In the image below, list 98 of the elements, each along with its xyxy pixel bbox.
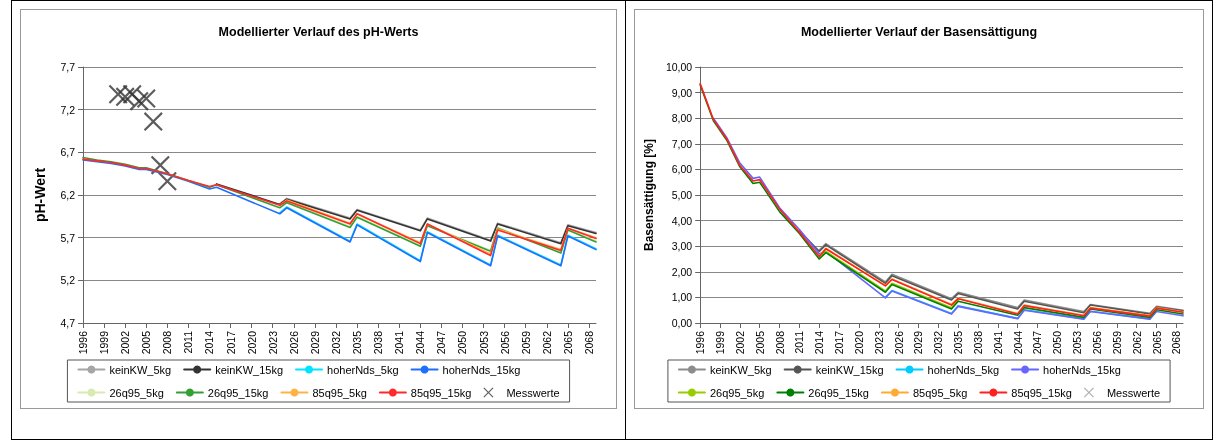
x-tick-label: 2014 [203,330,216,355]
x-tick-label: 2041 [393,330,406,355]
chart-title: Modellierter Verlauf der Basensättigung [800,24,1038,39]
y-tick-label: 2,00 [671,265,693,278]
x-tick-label: 2062 [1130,330,1143,355]
legend-label: keinKW_15kg [215,363,284,376]
x-tick-label: 2026 [892,330,905,355]
x-tick-label: 2059 [1110,330,1123,355]
x-tick-label: 2038 [372,330,385,355]
x-tick-label: 2002 [733,330,746,355]
x-tick-label: 1999 [714,330,727,355]
legend-label: 26q95_15kg [207,386,269,399]
y-tick-label: 5,00 [671,189,693,201]
line-series [712,117,1184,320]
line-series [278,197,597,244]
line-series [818,250,959,309]
x-tick-label: 2029 [308,330,321,355]
legend-label: 26q95_5kg [709,386,765,399]
legend-label: hoherNds_5kg [927,363,1000,376]
x-tick-label: 1996 [694,330,707,355]
y-tick-label: 1,00 [671,291,693,304]
x-tick-label: 2038 [971,330,984,355]
x-tick-label: 2017 [833,330,846,355]
chart-title: Modellierter Verlauf des pH-Werts [218,24,419,39]
x-tick-label: 2008 [773,330,786,355]
line-series [215,183,597,245]
y-tick-label: 5,2 [60,274,76,287]
x-tick-label: 2026 [287,330,300,355]
x-tick-label: 2029 [912,330,925,355]
x-tick-label: 2050 [1051,330,1064,355]
x-tick-label: 2068 [1170,330,1183,355]
x-tick-label: 2053 [1071,330,1084,355]
x-tick-label: 2035 [952,330,965,355]
legend-label: 26q95_15kg [808,386,869,399]
x-tick-label: 2032 [932,330,945,355]
y-tick-label: 8,00 [671,112,693,125]
legend-label: Messwerte [1106,386,1161,399]
legend-label: keinKW_5kg [709,363,772,376]
x-tick-label: 2035 [351,330,364,355]
y-tick-label: 7,00 [671,137,693,150]
legend-label: hoherNds_15kg [1043,363,1121,376]
x-tick-label: 2065 [1150,330,1163,355]
x-tick-label: 2044 [414,330,427,355]
x-tick-label: 2059 [519,330,532,355]
y-tick-label: 4,7 [60,317,76,329]
x-tick-label: 2005 [753,330,766,355]
x-tick-label: 2050 [456,330,469,355]
x-tick-label: 1999 [98,330,111,355]
point [143,112,163,132]
y-tick-label: 6,2 [60,189,76,201]
y-tick-label: 9,00 [671,86,693,99]
x-tick-label: 2056 [1091,330,1104,355]
x-tick-label: 2041 [991,330,1004,355]
x-tick-label: 2062 [540,330,553,355]
legend-label: hoherNds_15kg [442,363,521,376]
x-tick-label: 2011 [793,330,806,354]
y-tick-label: 3,00 [671,240,693,253]
x-tick-label: 2002 [119,330,132,355]
x-tick-label: 2005 [140,330,153,355]
x-tick-label: 1996 [77,330,89,355]
line-series [278,206,597,266]
point [157,171,177,191]
legend-label: 85q95_15kg [410,386,472,399]
y-tick-label: 7,7 [60,61,76,73]
x-tick-label: 2053 [477,330,490,355]
legend-label: hoherNds_5kg [327,363,399,376]
y-tick-label: 6,00 [671,163,693,176]
y-tick-label: 6,7 [60,146,76,159]
y-axis-title: pH-Wert [32,167,48,223]
legend-label: 85q95_5kg [312,386,367,399]
legend-label: Messwerte [506,386,560,399]
x-tick-label: 2044 [1011,330,1024,355]
y-tick-label: 5,7 [60,231,76,244]
x-tick-label: 2008 [161,330,174,355]
x-tick-label: 2065 [561,330,574,355]
x-tick-label: 2014 [813,330,826,355]
legend-label: 85q95_15kg [1011,386,1072,399]
y-tick-label: 7,2 [60,103,76,116]
x-tick-label: 2056 [498,330,511,355]
legend-label: keinKW_5kg [109,363,172,376]
x-tick-label: 2023 [872,330,885,355]
y-tick-label: 0,00 [671,317,693,329]
point [136,89,156,109]
x-tick-label: 2020 [245,330,258,355]
y-tick-label: 4,00 [671,214,693,227]
x-tick-label: 2032 [329,330,342,355]
legend-label: keinKW_15kg [815,363,884,376]
x-tick-label: 2047 [1031,330,1044,355]
legend-label: 26q95_5kg [109,386,164,399]
y-axis-title: Basensättigung [%] [642,138,656,252]
x-tick-label: 2068 [582,330,595,355]
x-tick-label: 2017 [224,330,237,355]
x-tick-label: 2023 [266,330,279,355]
y-tick-label: 10,00 [665,61,693,73]
x-tick-label: 2020 [852,330,865,355]
x-tick-label: 2047 [435,330,448,355]
legend-label: 85q95_5kg [912,386,968,399]
x-tick-label: 2011 [182,330,195,354]
